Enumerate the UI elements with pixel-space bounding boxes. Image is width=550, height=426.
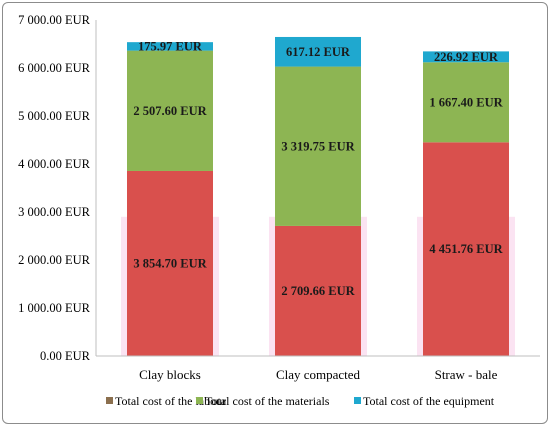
legend-label: Total cost of the equipment: [363, 394, 495, 408]
y-tick-label: 3 000.00 EUR: [18, 205, 91, 219]
bar-segment: [275, 66, 361, 226]
bar-segment: [423, 62, 509, 143]
data-label: 4 451.76 EUR: [429, 242, 503, 256]
y-tick-label: 6 000.00 EUR: [18, 61, 91, 75]
bars: [127, 36, 509, 356]
data-label: 1 667.40 EUR: [429, 95, 503, 109]
bar-segment: [423, 142, 509, 356]
y-tick-label: 4 000.00 EUR: [18, 157, 91, 171]
data-label: 175.97 EUR: [138, 39, 203, 53]
x-tick-label: Clay compacted: [276, 367, 361, 382]
data-label: 2 507.60 EUR: [133, 104, 207, 118]
legend-label: Total cost of the materials: [205, 394, 330, 408]
band-right: [509, 216, 515, 356]
data-label: 3 319.75 EUR: [281, 139, 355, 153]
x-axis: Clay blocks Clay compacted Straw - bale: [96, 355, 540, 382]
legend-swatch: [106, 397, 113, 404]
data-label: 3 854.70 EUR: [133, 256, 207, 270]
data-label: 2 709.66 EUR: [281, 284, 355, 298]
data-label: 226.92 EUR: [434, 50, 499, 64]
bar-segment: [275, 225, 361, 356]
y-tick-label: 2 000.00 EUR: [18, 253, 91, 267]
x-tick-label: Straw - bale: [435, 367, 498, 382]
y-axis: 0.00 EUR 1 000.00 EUR 2 000.00 EUR 3 000.00…: [18, 13, 97, 363]
y-tick-label: 7 000.00 EUR: [18, 13, 91, 27]
y-tick-label: 5 000.00 EUR: [18, 109, 91, 123]
band-right: [213, 216, 219, 356]
x-tick-label: Clay blocks: [139, 367, 201, 382]
band-right: [361, 216, 367, 356]
y-tick-label: 1 000.00 EUR: [18, 301, 91, 315]
bar-segment: [127, 50, 213, 171]
bar-segment: [127, 170, 213, 356]
lower-band-highlight: [121, 216, 515, 356]
legend-swatch: [196, 397, 203, 404]
data-labels: 3 854.70 EUR 2 507.60 EUR 175.97 EUR 2 709.…: [133, 39, 503, 298]
data-label: 617.12 EUR: [286, 45, 351, 59]
legend-swatch: [354, 397, 361, 404]
bar-segment: [275, 36, 361, 67]
band-left: [417, 216, 423, 356]
band-left: [121, 216, 127, 356]
y-tick-label: 0.00 EUR: [40, 349, 91, 363]
bar-segment: [127, 42, 213, 51]
bar-segment: [423, 51, 509, 63]
band-left: [269, 216, 275, 356]
